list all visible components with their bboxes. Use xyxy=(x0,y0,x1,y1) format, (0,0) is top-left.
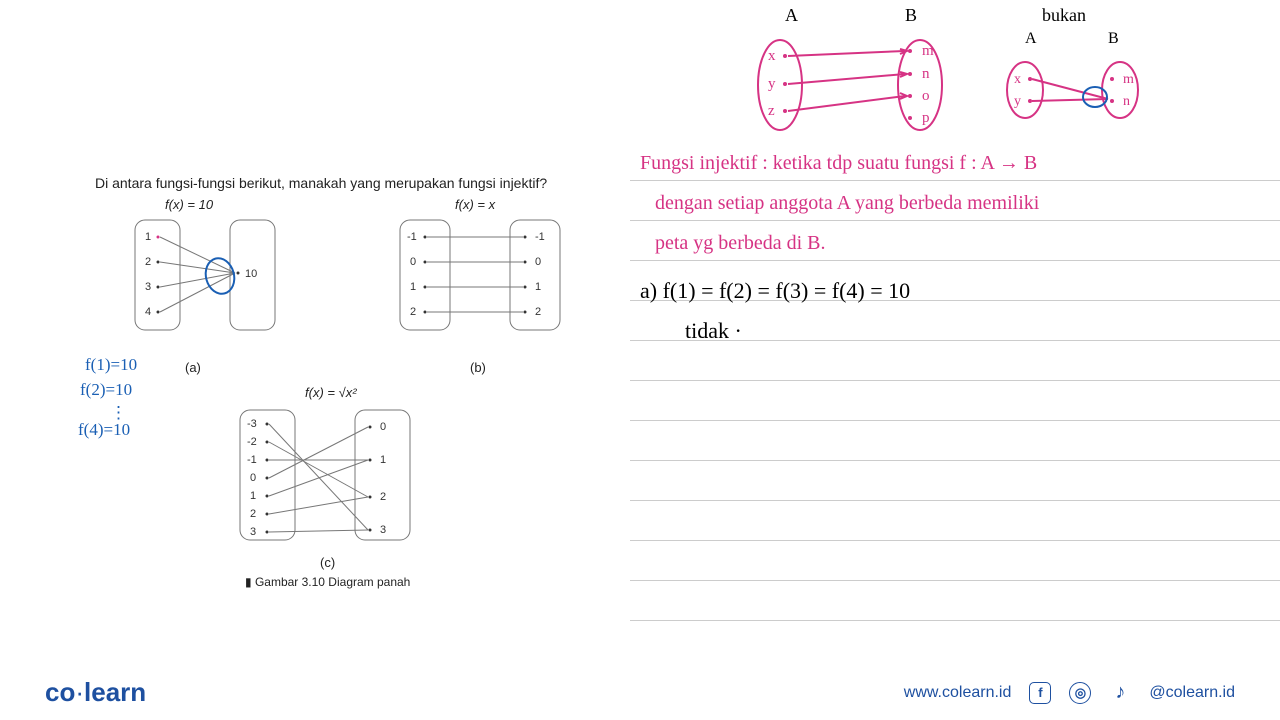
sketch-label-bukan: bukan xyxy=(1042,5,1086,26)
svg-text:2: 2 xyxy=(145,256,151,268)
svg-text:3: 3 xyxy=(380,524,386,536)
figure-caption: ▮ Gambar 3.10 Diagram panah xyxy=(245,575,410,589)
svg-text:0: 0 xyxy=(410,256,416,268)
rule-line xyxy=(630,580,1280,581)
svg-text:y: y xyxy=(1014,94,1021,109)
sublabel-a: (a) xyxy=(185,360,201,375)
map-b: -1 0 1 2 -1 0 1 2 xyxy=(395,215,565,340)
fn-label-c: f(x) = √x² xyxy=(305,385,357,400)
svg-text:z: z xyxy=(768,103,775,119)
map-c: -3 -2 -1 0 1 2 3 0 1 2 3 xyxy=(235,405,415,545)
svg-text:-2: -2 xyxy=(247,436,257,448)
svg-text:p: p xyxy=(922,110,930,126)
svg-text:x: x xyxy=(1014,72,1021,87)
svg-text:0: 0 xyxy=(380,421,386,433)
svg-text:0: 0 xyxy=(535,256,541,268)
tiktok-icon: ♪ xyxy=(1109,682,1131,704)
footer-url: www.colearn.id xyxy=(904,684,1012,702)
note-line-1: Fungsi injektif : ketika tdp suatu fungs… xyxy=(640,152,1037,175)
rule-line xyxy=(630,420,1280,421)
rule-line xyxy=(630,180,1280,181)
rule-line xyxy=(630,500,1280,501)
question-text: Di antara fungsi-fungsi berikut, manakah… xyxy=(95,175,547,191)
sketch-label-B2: B xyxy=(1108,30,1119,48)
svg-text:1: 1 xyxy=(380,454,386,466)
svg-text:2: 2 xyxy=(380,491,386,503)
problem-panel: Di antara fungsi-fungsi berikut, manakah… xyxy=(0,0,620,640)
note-line-3: peta yg berbeda di B. xyxy=(655,232,826,255)
svg-text:2: 2 xyxy=(410,306,416,318)
answer-line-b: tidak · xyxy=(685,318,742,344)
rule-line xyxy=(630,620,1280,621)
svg-text:1: 1 xyxy=(410,281,416,293)
sketch-not-injective: x y m n xyxy=(1000,55,1150,125)
svg-text:1: 1 xyxy=(145,231,151,243)
svg-text:10: 10 xyxy=(245,268,257,280)
svg-text:-1: -1 xyxy=(535,231,545,243)
svg-text:-1: -1 xyxy=(247,454,257,466)
sketch-label-A1: A xyxy=(785,5,798,26)
svg-text:-3: -3 xyxy=(247,418,257,430)
footer-right: www.colearn.id f ◎ ♪ @colearn.id xyxy=(904,682,1235,704)
svg-text:-1: -1 xyxy=(407,231,417,243)
fn-label-a: f(x) = 10 xyxy=(165,197,213,212)
footer-handle: @colearn.id xyxy=(1149,684,1235,702)
svg-text:2: 2 xyxy=(250,508,256,520)
note-line-2: dengan setiap anggota A yang berbeda mem… xyxy=(655,192,1039,215)
caption-text: Gambar 3.10 Diagram panah xyxy=(255,575,410,589)
svg-text:3: 3 xyxy=(145,281,151,293)
svg-text:2: 2 xyxy=(535,306,541,318)
svg-text:0: 0 xyxy=(250,472,256,484)
facebook-icon: f xyxy=(1029,682,1051,704)
answer-line-a: a) f(1) = f(2) = f(3) = f(4) = 10 xyxy=(640,278,910,304)
svg-text:n: n xyxy=(922,66,930,82)
sketch-label-B1: B xyxy=(905,5,917,26)
svg-text:1: 1 xyxy=(250,490,256,502)
instagram-icon: ◎ xyxy=(1069,682,1091,704)
svg-text:4: 4 xyxy=(145,306,151,318)
sublabel-b: (b) xyxy=(470,360,486,375)
blue-note-2: f(2)=10 xyxy=(80,380,132,400)
svg-text:o: o xyxy=(922,88,930,104)
notes-panel: A B bukan A B x y z m n o p x y m n Fung… xyxy=(630,0,1280,640)
brand-logo: co·learn xyxy=(45,677,146,708)
fn-label-b: f(x) = x xyxy=(455,197,495,212)
footer: co·learn www.colearn.id f ◎ ♪ @colearn.i… xyxy=(0,665,1280,720)
svg-text:m: m xyxy=(1123,72,1134,87)
svg-text:y: y xyxy=(768,76,776,92)
rule-line xyxy=(630,220,1280,221)
sketch-injective: x y z m n o p xyxy=(750,30,950,140)
sublabel-c: (c) xyxy=(320,555,335,570)
rule-line xyxy=(630,380,1280,381)
svg-text:n: n xyxy=(1123,94,1130,109)
sketch-label-A2: A xyxy=(1025,30,1037,48)
rule-line xyxy=(630,460,1280,461)
svg-text:m: m xyxy=(922,43,934,59)
blue-note-1: f(1)=10 xyxy=(85,355,137,375)
rule-line xyxy=(630,540,1280,541)
blue-note-4: f(4)=10 xyxy=(78,420,130,440)
svg-text:3: 3 xyxy=(250,526,256,538)
rule-line xyxy=(630,260,1280,261)
svg-text:x: x xyxy=(768,48,776,64)
svg-text:1: 1 xyxy=(535,281,541,293)
